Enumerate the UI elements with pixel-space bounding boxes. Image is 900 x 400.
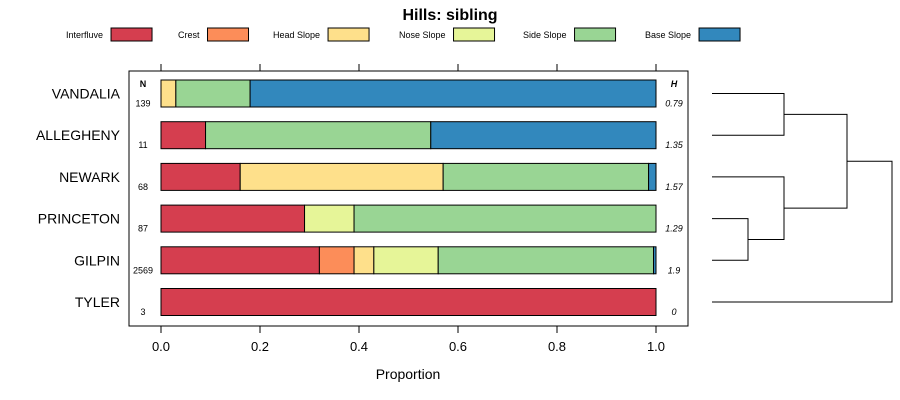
legend-label: Base Slope (645, 30, 691, 40)
x-tick-label: 0.4 (350, 339, 368, 354)
bar-segment-side-slope (205, 121, 432, 150)
n-value: 139 (135, 99, 150, 109)
h-value: 0.79 (665, 99, 683, 109)
dendrogram (712, 93, 893, 303)
legend-item-head-slope: Head Slope (273, 27, 370, 42)
bar-segment-base-slope (653, 246, 657, 275)
y-tick-label: PRINCETON (38, 211, 120, 227)
bar-segment-base-slope (249, 79, 657, 108)
n-value: 87 (138, 224, 148, 234)
n-labels: 139 11 68 87 2569 3 (133, 99, 153, 318)
bar-segment-head-slope (353, 246, 375, 275)
legend-label: Nose Slope (399, 30, 446, 40)
bar-segment-base-slope (430, 121, 657, 150)
n-value: 11 (138, 140, 147, 150)
x-tick-label: 1.0 (647, 339, 665, 354)
x-tick-label: 0.0 (152, 339, 170, 354)
bar-row-gilpin (160, 246, 657, 275)
y-tick-label: GILPIN (74, 252, 120, 268)
bar-segment-interfluve (160, 121, 207, 150)
bar-segment-nose-slope (373, 246, 439, 275)
h-value: 1.35 (665, 140, 684, 150)
legend: Interfluve Crest Head Slope Nose Slope Side … (66, 27, 741, 42)
bar-row-vandalia (160, 79, 657, 108)
x-tick-label: 0.2 (251, 339, 269, 354)
legend-item-base-slope: Base Slope (645, 27, 741, 42)
h-value: 0 (671, 307, 676, 317)
x-axis-label: Proportion (376, 366, 441, 382)
h-labels: 0.79 1.35 1.57 1.29 1.9 0 (665, 99, 684, 318)
dendrogram-link (712, 160, 893, 303)
legend-label: Head Slope (273, 30, 320, 40)
bar-segment-base-slope (648, 162, 657, 191)
n-header: N (140, 79, 147, 89)
bar-row-princeton (160, 204, 657, 233)
bar-segment-interfluve (160, 288, 657, 316)
bar-segment-side-slope (353, 204, 657, 233)
dendrogram-link (712, 218, 749, 261)
bar-segment-side-slope (437, 246, 655, 275)
n-value: 68 (138, 182, 148, 192)
legend-swatch (453, 27, 496, 42)
h-value: 1.29 (665, 224, 683, 234)
legend-label: Crest (178, 30, 200, 40)
bar-segment-head-slope (239, 162, 444, 191)
bar-segment-interfluve (160, 246, 320, 275)
bar-segment-interfluve (160, 162, 241, 191)
legend-swatch (698, 27, 741, 42)
bar-row-tyler (160, 288, 657, 316)
legend-item-crest: Crest (178, 27, 250, 42)
legend-item-nose-slope: Nose Slope (399, 27, 496, 42)
legend-label: Interfluve (66, 30, 103, 40)
bar-segment-head-slope (160, 79, 177, 108)
bar-segment-side-slope (175, 79, 251, 108)
h-header: H (671, 79, 678, 89)
x-tick-label: 0.8 (548, 339, 566, 354)
y-tick-label: NEWARK (59, 169, 121, 185)
n-value: 2569 (133, 265, 153, 275)
y-tick-label: TYLER (75, 294, 120, 310)
legend-swatch (207, 27, 250, 42)
n-value: 3 (140, 307, 145, 317)
legend-item-side-slope: Side Slope (523, 27, 617, 42)
x-axis: 0.0 0.2 0.4 0.6 0.8 1.0 (152, 64, 665, 354)
y-tick-label: VANDALIA (52, 86, 121, 102)
bar-row-allegheny (160, 121, 657, 150)
bar-row-newark (160, 162, 657, 191)
dendrogram-link (712, 93, 785, 136)
dendrogram-link (784, 113, 848, 209)
bars-group (160, 79, 657, 316)
legend-item-interfluve: Interfluve (66, 27, 153, 42)
bar-segment-nose-slope (304, 204, 355, 233)
legend-label: Side Slope (523, 30, 567, 40)
y-axis-labels: VANDALIA ALLEGHENY NEWARK PRINCETON GILPIN TY… (36, 86, 121, 311)
plot-frame (128, 70, 689, 327)
h-value: 1.9 (668, 265, 681, 275)
bar-segment-interfluve (160, 204, 306, 233)
h-value: 1.57 (665, 182, 684, 192)
legend-swatch (574, 27, 617, 42)
bar-segment-side-slope (442, 162, 650, 191)
bar-segment-crest (318, 246, 355, 275)
chart-title: Hills: sibling (402, 7, 497, 24)
legend-swatch (327, 27, 370, 42)
x-tick-label: 0.6 (449, 339, 467, 354)
y-tick-label: ALLEGHENY (36, 127, 121, 143)
legend-swatch (110, 27, 153, 42)
